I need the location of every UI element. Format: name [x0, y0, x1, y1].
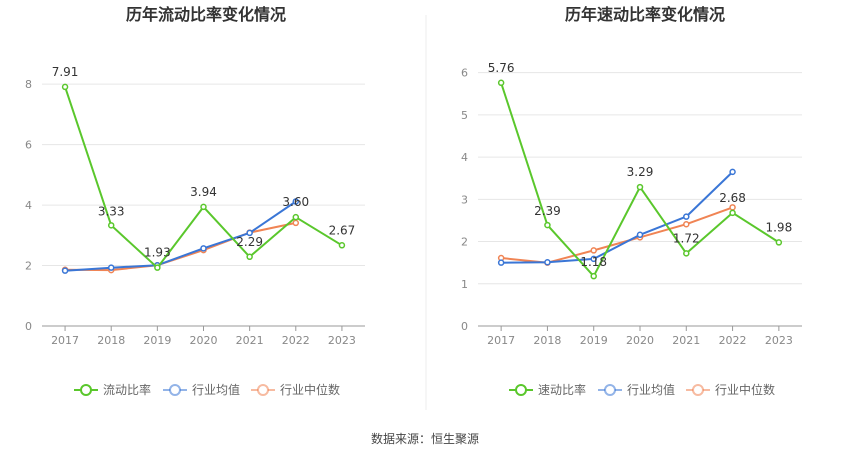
series-1-point[interactable] — [246, 229, 253, 237]
y-tick-label: 6 — [461, 67, 468, 80]
data-label: 3.29 — [627, 165, 654, 179]
series-1-point[interactable] — [292, 198, 300, 205]
series-0-point[interactable] — [544, 221, 551, 229]
series-1-point[interactable] — [590, 255, 597, 263]
x-tick-label: 2021 — [236, 334, 264, 347]
legend-swatch-marker — [604, 384, 616, 396]
series-0-point[interactable] — [61, 83, 69, 91]
x-tick-label: 2023 — [765, 334, 793, 347]
y-tick-label: 3 — [461, 193, 468, 206]
y-tick-label: 4 — [461, 151, 468, 164]
x-tick-label: 2022 — [282, 334, 310, 347]
series-0-point[interactable] — [683, 250, 690, 257]
legend-label: 行业中位数 — [280, 382, 340, 397]
data-label: 5.76 — [488, 61, 515, 75]
chart-title: 历年流动比率变化情况 — [126, 5, 286, 24]
series-1-line — [65, 200, 297, 272]
source-text: 数据来源：恒生聚源 — [371, 431, 479, 446]
series-0-point[interactable] — [246, 253, 253, 261]
series-2-point[interactable] — [729, 204, 736, 211]
series-1-point[interactable] — [200, 245, 207, 252]
legend-label: 速动比率 — [538, 382, 586, 397]
y-tick-label: 0 — [461, 320, 468, 333]
series-0-point[interactable] — [590, 272, 597, 280]
series-1-point[interactable] — [61, 267, 69, 274]
data-label: 3.60 — [282, 195, 309, 209]
legend-swatch-marker — [80, 384, 92, 396]
y-tick-label: 6 — [25, 139, 32, 152]
y-tick-label: 1 — [461, 278, 468, 291]
y-tick-label: 2 — [461, 236, 468, 249]
legend-label: 流动比率 — [103, 382, 151, 397]
legend-swatch-marker — [515, 384, 527, 396]
data-label: 3.94 — [190, 185, 217, 199]
series-0-line — [64, 86, 343, 269]
series-0-point[interactable] — [154, 264, 161, 271]
legend-label: 行业均值 — [192, 382, 240, 397]
data-label: 2.67 — [329, 223, 356, 237]
legend-item-series-2[interactable]: 行业中位数 — [686, 382, 775, 397]
legend-item-series-2[interactable]: 行业中位数 — [251, 382, 340, 397]
quick-ratio-chart: 历年速动比率变化情况 0 1 2 3 4 5 6 2017 2018 2019 2020 2021 202… — [461, 5, 802, 397]
data-label: 2.39 — [534, 204, 561, 218]
series-1-point[interactable] — [636, 231, 644, 239]
legend-item-series-0[interactable]: 速动比率 — [509, 382, 586, 397]
series-2-point[interactable] — [292, 219, 300, 227]
series-1-point[interactable] — [683, 213, 690, 220]
legend-item-series-1[interactable]: 行业均值 — [598, 382, 675, 397]
x-tick-label: 2019 — [143, 334, 171, 347]
legend-swatch-marker — [692, 384, 704, 396]
y-tick-label: 0 — [25, 320, 32, 333]
series-0-point[interactable] — [636, 183, 644, 191]
series-1-point[interactable] — [544, 258, 551, 266]
series-0-point[interactable] — [338, 242, 346, 249]
legend-swatch-marker — [257, 384, 269, 396]
x-tick-label: 2017 — [487, 334, 515, 347]
series-0-point[interactable] — [497, 79, 505, 87]
data-label: 1.93 — [144, 246, 171, 260]
legend-swatch-marker — [169, 384, 181, 396]
y-tick-label: 8 — [25, 78, 32, 91]
current-ratio-chart: 历年流动比率变化情况 0 2 4 6 8 2017 2018 2019 2020 2021 2022 2… — [25, 5, 365, 397]
x-tick-label: 2022 — [719, 334, 747, 347]
data-label: 2.29 — [236, 235, 263, 249]
data-label: 7.91 — [52, 65, 79, 79]
data-label: 1.18 — [580, 255, 607, 269]
x-tick-label: 2018 — [533, 334, 561, 347]
data-label: 2.68 — [719, 191, 746, 205]
y-tick-label: 5 — [461, 109, 468, 122]
legend-item-series-1[interactable]: 行业均值 — [163, 382, 240, 397]
x-tick-label: 2020 — [190, 334, 218, 347]
series-1-point[interactable] — [497, 259, 505, 266]
y-tick-label: 4 — [25, 199, 32, 212]
data-label: 1.72 — [673, 231, 700, 245]
series-1-point[interactable] — [729, 168, 736, 176]
series-2-point[interactable] — [683, 220, 690, 228]
series-1-point[interactable] — [107, 264, 115, 271]
x-tick-label: 2019 — [580, 334, 608, 347]
series-1-line — [501, 171, 734, 264]
legend-item-series-0[interactable]: 流动比率 — [74, 382, 151, 397]
series-0-point[interactable] — [107, 222, 115, 229]
series-0-point[interactable] — [200, 203, 207, 211]
x-tick-label: 2023 — [328, 334, 356, 347]
data-label: 3.33 — [98, 204, 125, 218]
legend-label: 行业中位数 — [715, 382, 775, 397]
chart-title: 历年速动比率变化情况 — [565, 5, 725, 24]
legend-label: 行业均值 — [627, 382, 675, 397]
x-tick-label: 2018 — [97, 334, 125, 347]
x-tick-label: 2021 — [672, 334, 700, 347]
series-0-line — [500, 82, 780, 278]
data-label: 1.98 — [765, 220, 792, 234]
series-2-point[interactable] — [590, 247, 597, 254]
x-tick-label: 2017 — [51, 334, 79, 347]
x-tick-label: 2020 — [626, 334, 654, 347]
series-0-point[interactable] — [292, 213, 300, 221]
series-0-point[interactable] — [729, 209, 736, 217]
series-0-point[interactable] — [775, 239, 783, 246]
y-tick-label: 2 — [25, 260, 32, 273]
